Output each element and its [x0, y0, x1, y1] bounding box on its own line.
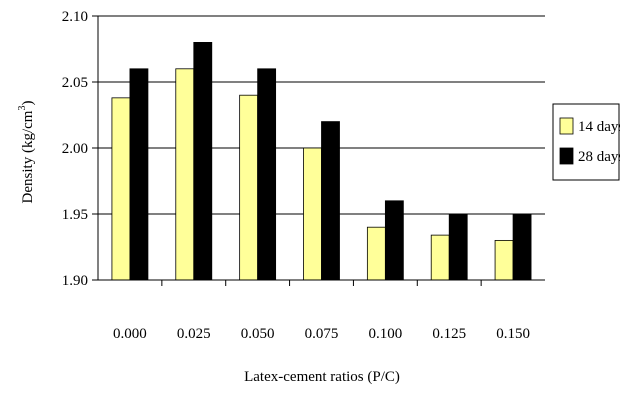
- y-axis-title-main: Density (kg/cm: [20, 110, 36, 203]
- x-tick-label: 0.050: [241, 326, 275, 342]
- legend: 14 days 28 days: [552, 103, 620, 181]
- x-tick-label: 0.125: [432, 326, 466, 342]
- y-tick-label: 2.05: [62, 75, 88, 91]
- bars: [111, 42, 532, 281]
- bar-28-days-0.100: [384, 200, 404, 281]
- bar-14-days-0.075: [303, 147, 322, 281]
- bar-14-days-0.000: [111, 97, 131, 281]
- bar-28-days-0.050: [257, 68, 277, 281]
- legend-swatch-14-days: [559, 117, 574, 135]
- bar-28-days-0.150: [512, 213, 532, 281]
- y-tick-label: 2.00: [62, 141, 88, 157]
- legend-items: 14 days 28 days: [559, 117, 620, 165]
- y-tick-label: 1.90: [62, 273, 88, 289]
- x-tick-label: 0.025: [177, 326, 211, 342]
- bar-28-days-0.125: [448, 213, 468, 281]
- bar-28-days-0.000: [129, 68, 149, 281]
- bar-28-days-0.025: [193, 42, 213, 281]
- x-axis-title: Latex-cement ratios (P/C): [244, 369, 400, 385]
- bar-14-days-0.025: [175, 68, 195, 281]
- x-tick-label: 0.100: [368, 326, 402, 342]
- y-tick-label: 1.95: [62, 207, 88, 223]
- x-tick-label: 0.150: [496, 326, 530, 342]
- bar-14-days-0.100: [366, 226, 386, 281]
- legend-box: [552, 103, 620, 181]
- bar-14-days-0.050: [239, 94, 259, 281]
- legend-label-14-days: 14 days: [578, 119, 620, 135]
- bar-14-days-0.150: [494, 239, 514, 281]
- ticks: 1.90 1.95 2.00 2.05 2.10 0.000 0.025 0.050 0.075…: [62, 9, 530, 342]
- legend-swatch-28-days: [559, 147, 574, 165]
- legend-label-28-days: 28 days: [578, 149, 620, 165]
- bar-14-days-0.125: [430, 234, 450, 281]
- y-tick-label: 2.10: [62, 9, 88, 25]
- x-tick-label: 0.000: [113, 326, 147, 342]
- x-tick-label: 0.075: [305, 326, 339, 342]
- y-axis-title: Density (kg/cm3): [17, 101, 36, 204]
- y-axis-title-suffix: ): [20, 101, 36, 106]
- bar-28-days-0.075: [321, 121, 340, 281]
- y-axis-title-superscript: 3: [17, 106, 28, 111]
